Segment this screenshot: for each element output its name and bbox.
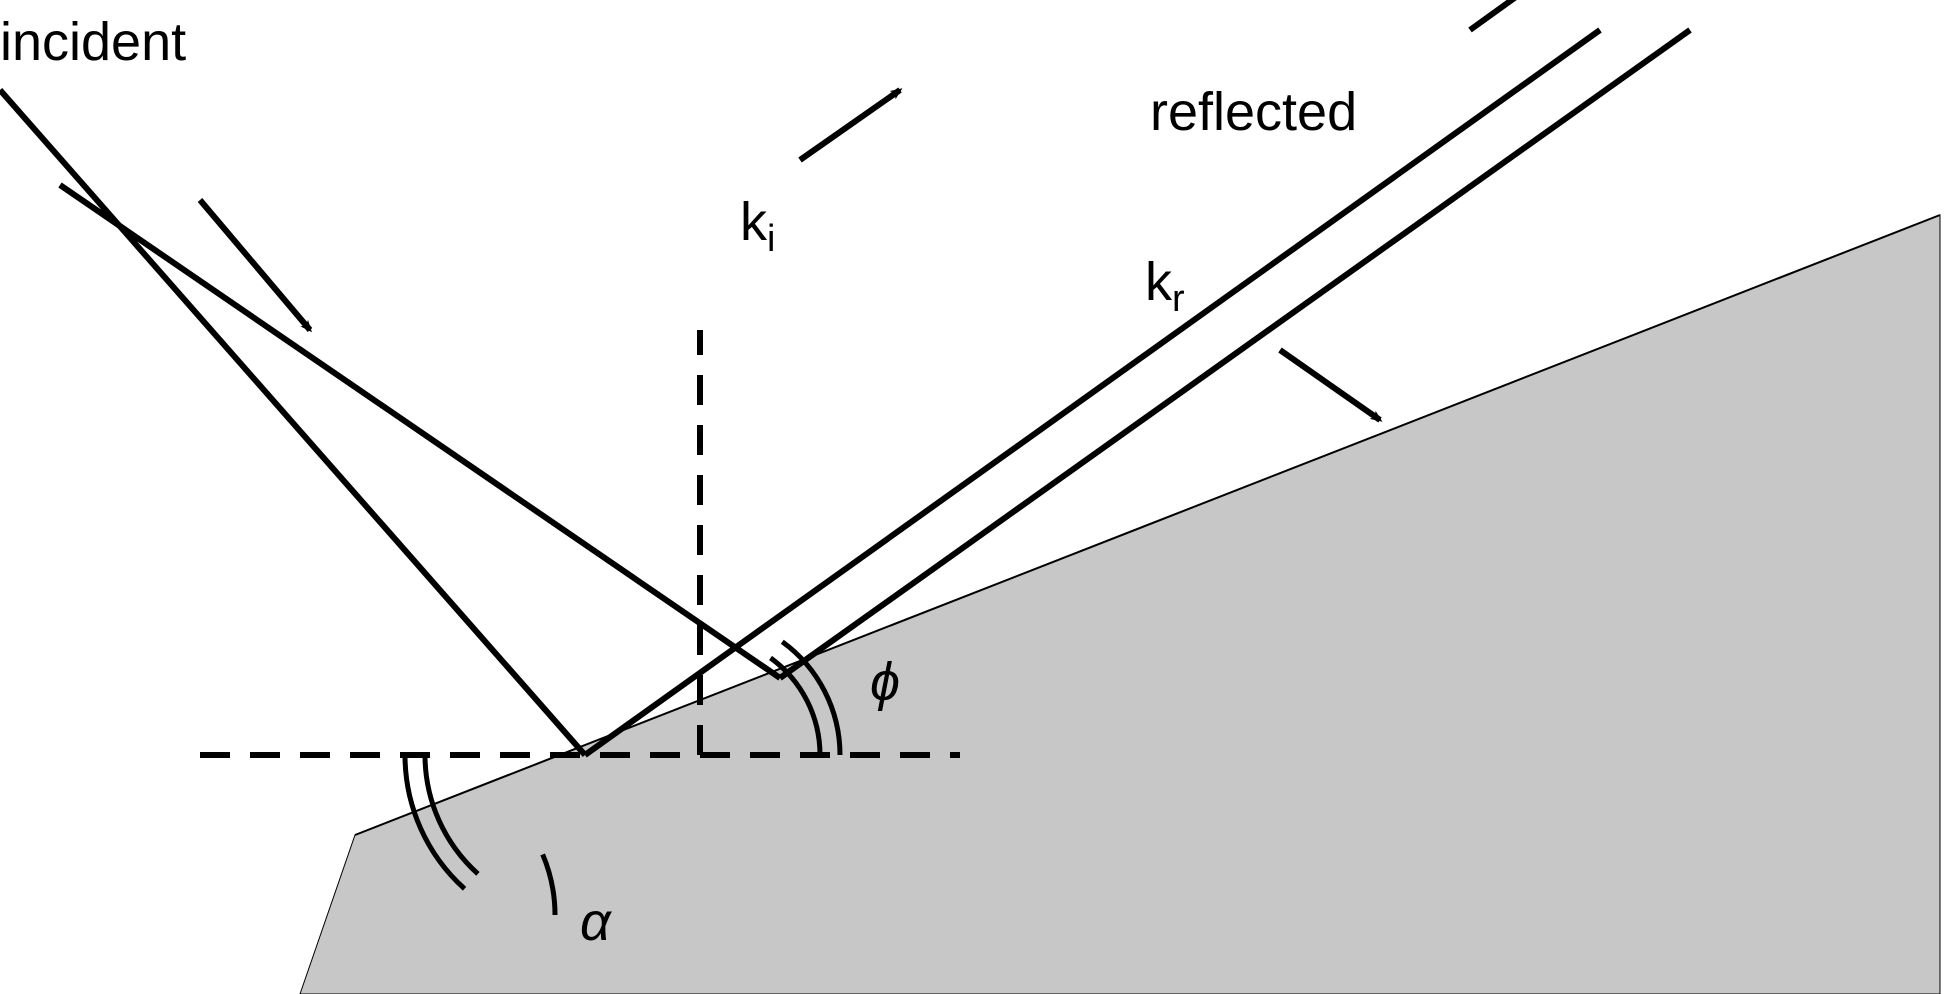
kr-label: kr	[1145, 252, 1185, 320]
ray-reflection-diagram: incident reflected ki kr ϕ α	[0, 0, 1950, 994]
incident-ray-2	[60, 185, 780, 678]
ki-label: ki	[740, 192, 775, 260]
incident-label: incident	[0, 12, 186, 72]
incident-direction-arrow	[200, 200, 310, 330]
incident-ray-1	[0, 90, 585, 755]
alpha-label: α	[580, 892, 613, 952]
reflected-direction-arrow	[1470, 0, 1595, 30]
ki-arrow	[800, 90, 900, 160]
slope-surface	[300, 215, 1940, 994]
kr-arrow	[1280, 350, 1380, 420]
reflected-label: reflected	[1150, 82, 1357, 142]
phi-label: ϕ	[870, 652, 900, 712]
